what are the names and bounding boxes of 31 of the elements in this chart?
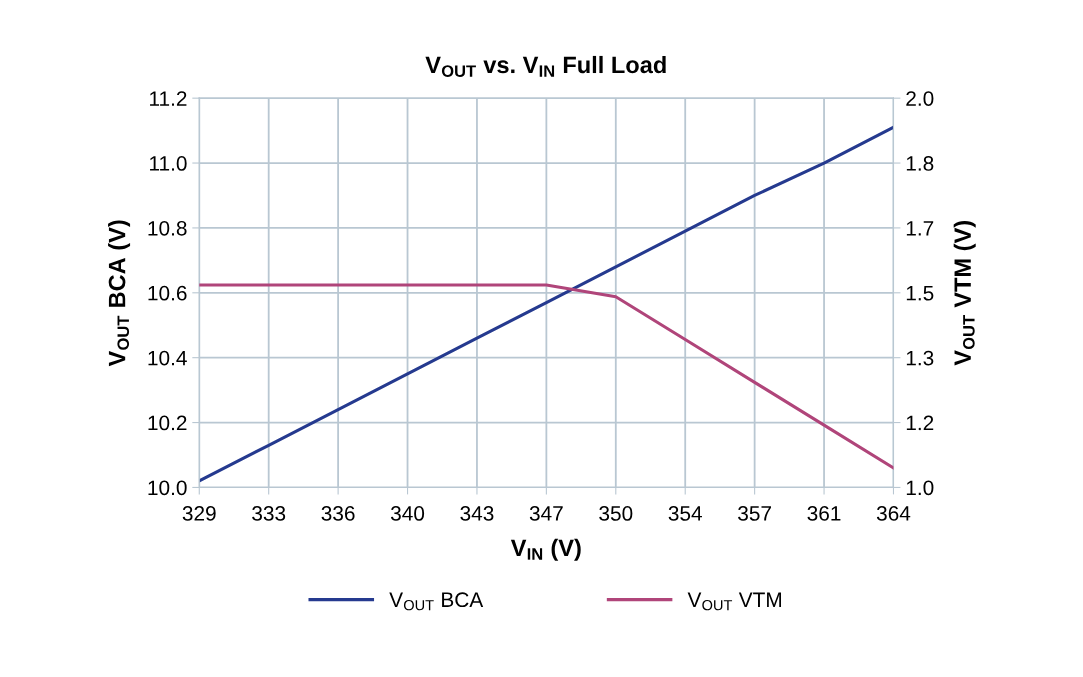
legend-label: V$_{OUT}$ BCA: [389, 592, 484, 611]
y-tick-label: 10.4: [148, 350, 187, 366]
y-tick-label: 10.2: [148, 415, 187, 431]
x-tick-label: 343: [460, 506, 494, 521]
y2-tick-label: 1.0: [906, 480, 934, 496]
y2-tick-label: 1.8: [906, 156, 934, 171]
y-tick-label: 10.0: [148, 480, 187, 496]
chart-title: V$_{OUT}$ vs. V$_{IN}$ Full Load: [425, 55, 666, 77]
x-tick-label: 357: [738, 506, 771, 521]
y2-tick-label: 1.5: [906, 286, 934, 301]
x-tick-label: 354: [668, 506, 702, 521]
y-tick-label: 10.6: [148, 285, 187, 301]
legend-label: V$_{OUT}$ VTM: [687, 592, 781, 611]
y-tick-label: 11.0: [150, 156, 187, 171]
y-tick-label: 10.8: [148, 220, 187, 236]
y2-tick-label: 1.7: [906, 221, 934, 236]
x-tick-label: 333: [252, 506, 286, 521]
y-tick-label: 11.2: [150, 91, 187, 106]
y2-axis-title: V$_{OUT}$ VTM (V): [953, 221, 976, 366]
x-tick-label: 336: [321, 506, 355, 521]
x-axis-title: V$_{IN}$ (V): [510, 538, 581, 561]
x-tick-label: 329: [182, 506, 216, 521]
x-tick-label: 350: [599, 506, 633, 521]
y2-tick-label: 1.2: [906, 415, 934, 431]
x-tick-label: 340: [390, 506, 425, 521]
y-axis-title: V$_{OUT}$ BCA (V): [108, 220, 131, 367]
x-tick-label: 347: [529, 506, 563, 521]
y2-tick-label: 1.3: [906, 350, 934, 366]
x-tick-label: 364: [876, 506, 911, 521]
x-tick-label: 361: [807, 506, 841, 521]
y2-tick-label: 2.0: [906, 91, 934, 106]
